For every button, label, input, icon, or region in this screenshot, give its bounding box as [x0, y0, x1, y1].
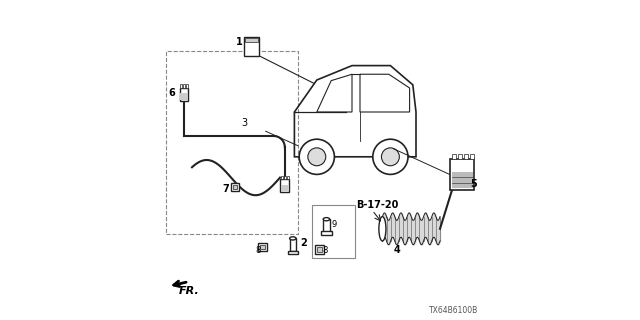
Bar [243, 37, 259, 56]
Bar [463, 154, 468, 159]
Circle shape [300, 139, 335, 174]
Text: 1: 1 [236, 37, 243, 47]
Bar [290, 238, 296, 251]
Bar [166, 51, 298, 234]
Bar [288, 251, 298, 254]
Bar [180, 93, 188, 100]
Ellipse shape [379, 217, 386, 241]
Bar [180, 84, 182, 88]
Bar [312, 205, 355, 258]
Circle shape [381, 148, 399, 166]
Bar [186, 84, 188, 88]
Bar [451, 159, 474, 189]
Text: B-17-20: B-17-20 [356, 200, 398, 210]
Circle shape [308, 148, 326, 166]
Text: 8: 8 [255, 246, 261, 255]
Bar [179, 88, 189, 101]
Bar [323, 219, 330, 232]
Bar [284, 176, 286, 179]
Bar [321, 231, 332, 235]
Bar [317, 247, 322, 252]
Bar [282, 185, 288, 191]
Bar [184, 84, 185, 88]
Text: FR.: FR. [179, 286, 199, 296]
Text: 3: 3 [242, 118, 248, 128]
Bar [452, 154, 456, 159]
Ellipse shape [323, 218, 330, 221]
Text: 7: 7 [222, 184, 229, 194]
Bar [470, 154, 474, 159]
Bar [287, 176, 289, 179]
Bar [452, 172, 473, 188]
Text: 2: 2 [300, 238, 307, 248]
Bar [233, 185, 237, 189]
Circle shape [372, 139, 408, 174]
Text: TX64B6100B: TX64B6100B [429, 306, 479, 315]
Text: 8: 8 [323, 246, 328, 255]
Bar [259, 243, 267, 251]
Bar [458, 154, 461, 159]
Bar [281, 176, 283, 179]
Bar [315, 245, 323, 254]
Bar [260, 245, 265, 249]
Ellipse shape [289, 237, 296, 240]
Text: 5: 5 [470, 179, 477, 189]
Bar [244, 38, 257, 42]
Text: 4: 4 [394, 245, 400, 255]
Text: 6: 6 [168, 88, 175, 98]
Bar [280, 179, 289, 192]
Bar [231, 183, 239, 191]
Text: 9: 9 [332, 220, 337, 228]
